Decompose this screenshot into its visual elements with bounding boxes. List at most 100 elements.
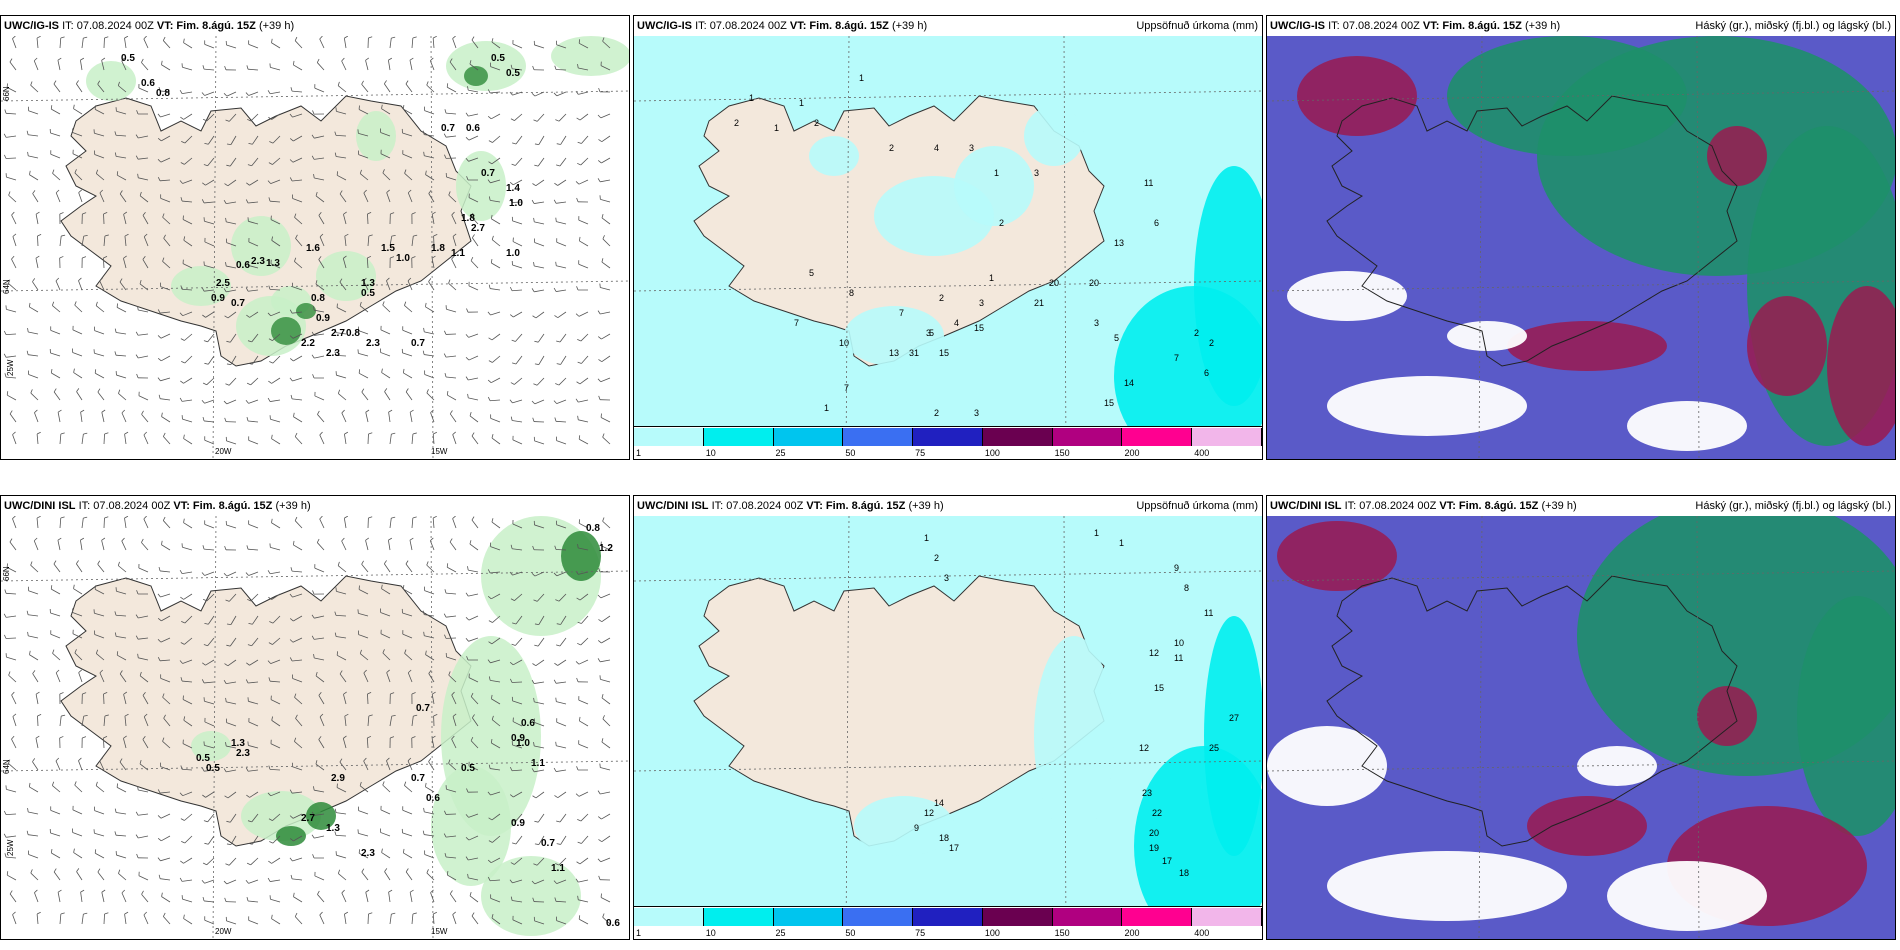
value-label: 1.1 <box>451 248 465 259</box>
value-label: 15 <box>1154 683 1164 693</box>
value-label: 0.5 <box>361 288 375 299</box>
value-label: 0.7 <box>411 338 425 349</box>
colorbar-swatch <box>773 428 844 446</box>
value-label: 12 <box>1139 743 1149 753</box>
value-labels: 1198111210111527251223222019171812149181… <box>914 528 1239 878</box>
panel-header: UWC/IG-IS IT: 07.08.2024 00Z VT: Fim. 8.… <box>634 16 1262 36</box>
shaded-field <box>1577 516 1895 836</box>
value-label: 21 <box>1034 298 1044 308</box>
value-label: 3 <box>944 573 949 583</box>
colorbar-swatch <box>1122 428 1193 446</box>
value-label: 0.6 <box>521 718 535 729</box>
value-label: 1 <box>824 403 829 413</box>
panel-title: Háský (gr.), miðský (fj.bl.) og lágský (… <box>1695 500 1891 512</box>
colorbar-tick: 10 <box>705 928 716 938</box>
colorbar-swatch <box>982 428 1053 446</box>
valid-time: VT: Fim. 8.ágú. 15Z <box>1422 20 1522 32</box>
value-label: 1.2 <box>599 543 613 554</box>
graticule <box>1267 36 1895 459</box>
wind-barbs <box>3 516 611 925</box>
shaded-field <box>271 66 488 345</box>
colorbar-tick: 400 <box>1194 928 1210 938</box>
value-label: 0.8 <box>311 293 325 304</box>
value-label: 3 <box>969 143 974 153</box>
panel-header: UWC/IG-IS IT: 07.08.2024 00Z VT: Fim. 8.… <box>1 16 629 36</box>
valid-time: VT: Fim. 8.ágú. 15Z <box>156 20 256 32</box>
value-label: 8 <box>849 288 854 298</box>
value-label: 31 <box>909 348 919 358</box>
colorbar-swatch <box>843 428 914 446</box>
colorbar-tick: 150 <box>1054 448 1070 458</box>
value-label: 0.5 <box>461 763 475 774</box>
iceland-landmass <box>1326 575 1738 847</box>
value-label: 1 <box>749 93 754 103</box>
value-label: 6 <box>1204 368 1209 378</box>
model-name: UWC/DINI ISL <box>4 500 76 512</box>
model-name: UWC/DINI ISL <box>637 500 709 512</box>
init-time: IT: 07.08.2024 00Z <box>78 500 171 512</box>
value-label: 2.3 <box>326 348 340 359</box>
colorbar-swatch <box>1052 428 1123 446</box>
colorbar: 1 10 25 50 75 100 150 200 400 <box>634 906 1262 939</box>
value-label: 23 <box>1142 788 1152 798</box>
value-label: 0.6 <box>466 123 480 134</box>
value-label: 2 <box>814 118 819 128</box>
axis-label: 64N <box>2 759 11 774</box>
panel-wind-precip-ig: UWC/IG-IS IT: 07.08.2024 00Z VT: Fim. 8.… <box>0 15 630 460</box>
value-label: 18 <box>939 833 949 843</box>
value-label: 0.5 <box>196 753 210 764</box>
init-time: IT: 07.08.2024 00Z <box>1344 500 1437 512</box>
graticule <box>634 36 1262 459</box>
map-accum-precip: 1198111210111527251223222019171812149181… <box>634 516 1262 939</box>
axis-label: 64N <box>2 279 11 294</box>
value-label: 15 <box>939 348 949 358</box>
iceland-landmass <box>60 575 472 847</box>
shaded-field <box>1114 166 1262 459</box>
init-time: IT: 07.08.2024 00Z <box>62 20 154 32</box>
colorbar-tick: 150 <box>1054 928 1070 938</box>
lead-time: (+39 h) <box>908 500 944 512</box>
value-label: 25 <box>1209 743 1219 753</box>
value-label: 20 <box>1049 278 1059 288</box>
value-label: 0.6 <box>606 918 620 929</box>
value-label: 0.8 <box>586 523 600 534</box>
value-label: 1.6 <box>306 243 320 254</box>
lead-time: (+39 h) <box>1524 20 1561 32</box>
colorbar-tick: 100 <box>984 928 1000 938</box>
value-label: 0.5 <box>121 53 135 64</box>
axis-label: 66N <box>2 86 11 101</box>
lead-time: (+39 h) <box>275 500 311 512</box>
colorbar-tick: 25 <box>775 448 786 458</box>
model-name: UWC/DINI ISL <box>1270 500 1342 512</box>
value-label: 3 <box>926 328 931 338</box>
value-label: 11 <box>1204 608 1213 618</box>
value-label: 1.8 <box>461 213 475 224</box>
value-label: 3 <box>1034 168 1039 178</box>
value-label: 1.0 <box>396 253 410 264</box>
value-label: 10 <box>839 338 849 348</box>
value-label: 0.7 <box>441 123 455 134</box>
value-label: 3 <box>1094 318 1099 328</box>
panel-title: Uppsöfnuð úrkoma (mm) <box>1136 500 1258 512</box>
colorbar-tick: 400 <box>1194 448 1210 458</box>
value-label: 1 <box>994 168 999 178</box>
value-label: 5 <box>929 328 934 338</box>
value-label: 1 <box>924 533 929 543</box>
value-label: 1 <box>859 73 864 83</box>
value-label: 13 <box>889 348 899 358</box>
value-label: 14 <box>934 798 944 808</box>
value-label: 7 <box>794 318 799 328</box>
colorbar-swatch <box>634 908 704 926</box>
valid-time: VT: Fim. 8.ágú. 15Z <box>173 500 273 512</box>
panel-header: UWC/DINI ISL IT: 07.08.2024 00Z VT: Fim.… <box>1267 496 1895 516</box>
graticule <box>634 516 1262 939</box>
colorbar-swatch <box>843 908 914 926</box>
iceland-landmass <box>693 575 1105 847</box>
value-label: 7 <box>1174 353 1179 363</box>
value-label: 9 <box>1174 563 1179 573</box>
value-label: 2.7 <box>331 328 345 339</box>
value-label: 1.1 <box>551 863 565 874</box>
value-label: 0.6 <box>236 260 250 271</box>
